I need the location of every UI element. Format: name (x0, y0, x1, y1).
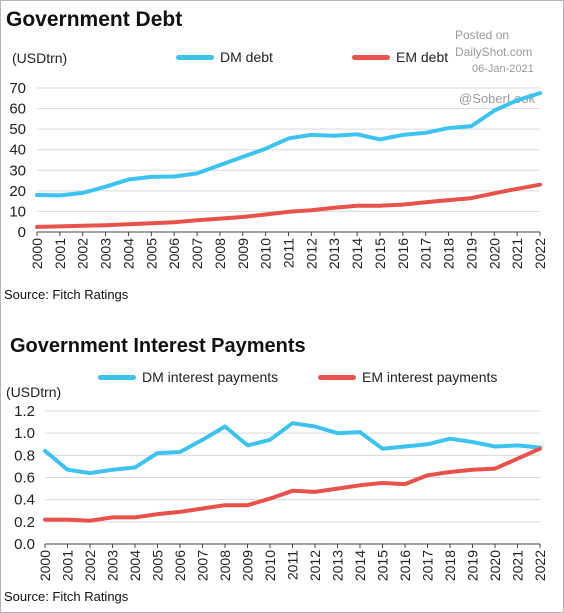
chart2-xtick-label: 2000 (37, 550, 53, 581)
chart1-xtick-label: 2004 (120, 238, 136, 269)
chart1-plot: 0 10 20 30 40 50 60 70 2000 2001 2002 2003 2004 2005 2… (9, 80, 548, 269)
legend-label-dm-debt: DM debt (220, 49, 273, 65)
legend-swatch-em-interest (318, 374, 356, 380)
chart2-xtick-label: 2012 (307, 550, 323, 581)
chart1-ytick-label: 50 (9, 121, 26, 138)
chart2-xtick-label: 2002 (82, 550, 98, 581)
chart2-legend-dm: DM interest payments (98, 369, 278, 385)
chart1-ytick-label: 60 (9, 101, 26, 118)
chart1-series-em-line (35, 182, 542, 229)
chart1-xtick-label: 2021 (509, 238, 525, 269)
chart1-xtick-label: 2022 (532, 238, 548, 269)
chart2-series-em-line (43, 446, 542, 523)
chart2-xtick-label: 2010 (262, 550, 278, 581)
chart2-xtick-label: 2016 (397, 550, 413, 581)
chart2-xtick-label: 2015 (375, 550, 391, 581)
chart2-ytick-label: 1.2 (14, 403, 35, 420)
legend-label-em-debt: EM debt (396, 49, 449, 65)
chart1-xtick-label: 2013 (326, 238, 342, 269)
chart1-xtick-label: 2015 (372, 238, 388, 269)
chart2-ytick-label: 0.8 (14, 447, 35, 464)
legend-swatch-dm (176, 54, 214, 60)
chart1-xtick-label: 2008 (212, 238, 228, 269)
chart2-xtick-label: 2017 (420, 550, 436, 581)
chart1-ytick-label: 30 (9, 162, 26, 179)
chart1-xtick-label: 2010 (258, 238, 274, 269)
chart1-xtick-label: 2012 (303, 238, 319, 269)
legend-swatch-em (352, 54, 390, 60)
chart1-xtick-label: 2002 (75, 238, 91, 269)
chart2-xtick-label: 2005 (150, 550, 166, 581)
chart1-xtick-label: 2014 (349, 238, 365, 269)
chart2-source: Source: Fitch Ratings (4, 589, 129, 604)
chart2-ytick-label: 0.4 (14, 492, 35, 509)
chart1-xtick-label: 2003 (98, 238, 114, 269)
chart1-xtick-label: 2017 (418, 238, 434, 269)
chart1-xtick-label: 2020 (486, 238, 502, 269)
chart1-xtick-label: 2009 (235, 238, 251, 269)
chart1-ytick-label: 40 (9, 142, 26, 159)
chart1-ytick-label: 0 (18, 224, 26, 241)
chart1-xtick-label: 2007 (189, 238, 205, 269)
chart2-xtick-label: 2009 (240, 550, 256, 581)
chart2-ytick-label: 0.6 (14, 470, 35, 487)
chart1-unit-label: (USDtrn) (12, 50, 68, 66)
chart2-ytick-label: 0.0 (14, 536, 35, 553)
chart2-xtick-label: 2007 (195, 550, 211, 581)
chart1-xtick-label: 2000 (29, 238, 45, 269)
legend-label-em-interest: EM interest payments (362, 369, 498, 385)
legend-label-dm-interest: DM interest payments (142, 369, 279, 385)
chart1-legend-dm: DM debt (176, 49, 273, 65)
chart2-xtick-label: 2008 (217, 550, 233, 581)
chart2-ytick-label: 1.0 (14, 425, 35, 442)
chart1-xtick-label: 2001 (52, 238, 68, 269)
chart2-xtick-label: 2021 (510, 550, 526, 581)
chart2-title: Government Interest Payments (10, 335, 306, 357)
chart1-ytick-label: 10 (9, 203, 26, 220)
chart2-xtick-label: 2011 (285, 550, 301, 580)
watermark-site: DailyShot.com (455, 45, 533, 59)
chart2-xtick-label: 2022 (532, 550, 548, 581)
chart1-xtick-label: 2019 (463, 238, 479, 269)
chart1-xtick-label: 2011 (281, 238, 297, 268)
chart1-legend-em: EM debt (352, 49, 448, 65)
chart2-series-dm-line (43, 421, 542, 476)
chart1-xtick-label: 2016 (395, 238, 411, 269)
chart1-ytick-label: 70 (9, 80, 26, 97)
chart1-xtick-label: 2018 (441, 238, 457, 269)
chart2-xtick-label: 2019 (465, 550, 481, 581)
chart2-legend-em: EM interest payments (318, 369, 497, 385)
chart2-ytick-label: 0.2 (14, 514, 35, 531)
chart2-xtick-label: 2014 (352, 550, 368, 581)
chart1-source: Source: Fitch Ratings (4, 287, 129, 302)
chart2-unit-label: (USDtrn) (6, 384, 62, 400)
chart2-xtick-label: 2003 (105, 550, 121, 581)
chart2-xtick-label: 2004 (127, 550, 143, 581)
chart2-xtick-label: 2018 (442, 550, 458, 581)
chart1-ytick-label: 20 (9, 183, 26, 200)
legend-swatch-dm-interest (98, 374, 136, 380)
watermark-date: 06-Jan-2021 (472, 63, 534, 75)
chart2-xtick-label: 2006 (172, 550, 188, 581)
chart1-xtick-label: 2005 (143, 238, 159, 269)
chart2-xtick-label: 2013 (330, 550, 346, 581)
chart1-title: Government Debt (6, 8, 183, 31)
watermark-posted-on: Posted on (455, 28, 510, 42)
chart1-series-dm-line (35, 91, 542, 198)
chart2-xtick-label: 2001 (60, 550, 76, 581)
chart2-xtick-label: 2020 (487, 550, 503, 581)
chart1-xtick-label: 2006 (166, 238, 182, 269)
